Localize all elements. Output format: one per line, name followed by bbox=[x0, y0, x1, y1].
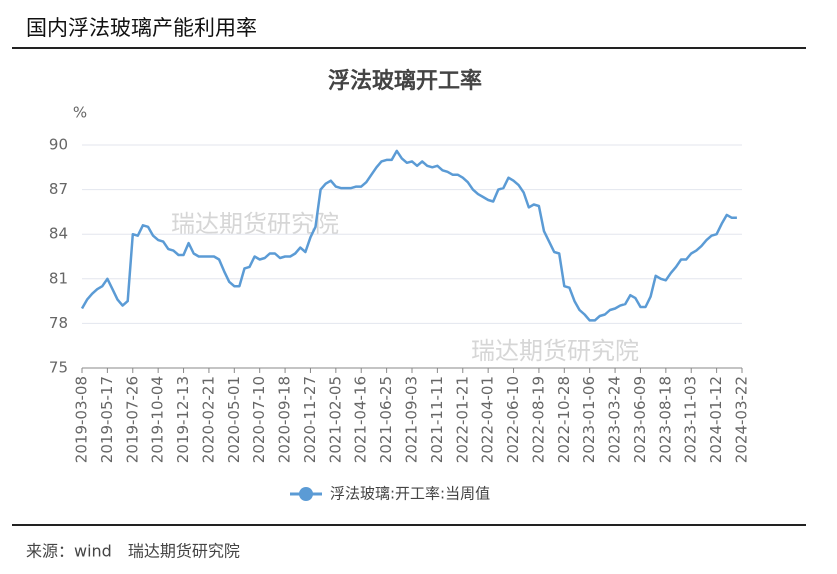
x-tick-label: 2019-05-17 bbox=[98, 376, 116, 463]
x-tick-label: 2019-10-04 bbox=[149, 376, 167, 463]
x-tick-label: 2022-01-21 bbox=[453, 376, 471, 463]
x-tick-label: 2020-02-21 bbox=[199, 376, 217, 463]
x-tick-label: 2022-08-19 bbox=[529, 376, 547, 463]
x-tick-label: 2020-09-18 bbox=[276, 376, 294, 463]
x-tick-label: 2023-01-06 bbox=[580, 376, 598, 463]
x-tick-label: 2024-01-12 bbox=[707, 376, 725, 463]
x-tick-label: 2019-12-13 bbox=[174, 376, 192, 463]
x-tick-label: 2021-11-11 bbox=[428, 376, 446, 463]
watermark: 瑞达期货研究院 bbox=[471, 337, 639, 365]
x-tick-label: 2023-03-24 bbox=[606, 376, 624, 463]
x-tick-label: 2020-11-27 bbox=[301, 376, 319, 463]
legend-marker bbox=[299, 487, 313, 501]
y-tick-label: 75 bbox=[49, 359, 68, 377]
y-unit: % bbox=[73, 104, 87, 122]
y-tick-label: 78 bbox=[49, 314, 68, 332]
x-tick-label: 2023-08-18 bbox=[656, 376, 674, 463]
x-tick-label: 2019-03-08 bbox=[73, 376, 91, 463]
x-tick-label: 2021-02-05 bbox=[326, 376, 344, 463]
x-tick-label: 2020-07-10 bbox=[250, 376, 268, 463]
legend-label: 浮法玻璃:开工率:当周值 bbox=[330, 485, 490, 503]
chart-title: 浮法玻璃开工率 bbox=[328, 68, 482, 94]
x-tick-label: 2022-04-01 bbox=[479, 376, 497, 463]
header-title: 国内浮法玻璃产能利用率 bbox=[26, 16, 257, 40]
y-tick-label: 90 bbox=[49, 136, 68, 154]
x-tick-label: 2022-06-10 bbox=[504, 376, 522, 463]
x-tick-label: 2024-03-22 bbox=[733, 376, 751, 463]
footer-source: 来源：wind 瑞达期货研究院 bbox=[26, 542, 240, 561]
x-tick-label: 2021-04-16 bbox=[352, 376, 370, 463]
y-tick-label: 84 bbox=[49, 225, 68, 243]
y-tick-label: 87 bbox=[49, 180, 68, 198]
y-tick-label: 81 bbox=[49, 269, 68, 287]
x-tick-label: 2021-06-25 bbox=[377, 376, 395, 463]
x-tick-label: 2022-10-28 bbox=[555, 376, 573, 463]
x-tick-label: 2023-11-03 bbox=[682, 376, 700, 463]
x-tick-label: 2019-07-26 bbox=[123, 376, 141, 463]
series-line bbox=[80, 149, 737, 322]
x-tick-label: 2021-09-03 bbox=[403, 376, 421, 463]
x-tick-label: 2023-06-09 bbox=[631, 376, 649, 463]
x-tick-label: 2020-05-01 bbox=[225, 376, 243, 463]
